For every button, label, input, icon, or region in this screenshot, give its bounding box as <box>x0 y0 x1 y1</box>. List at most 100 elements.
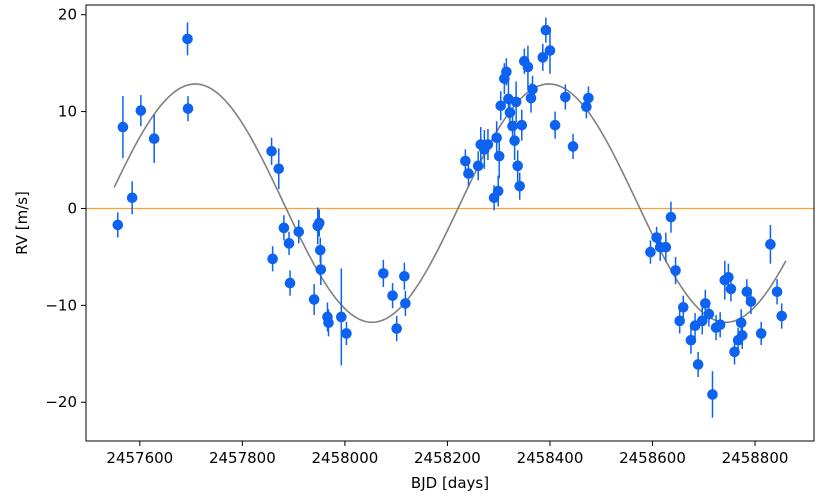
data-point <box>148 114 160 163</box>
point-marker <box>537 52 549 63</box>
data-point <box>583 86 594 110</box>
point-marker <box>378 268 389 279</box>
data-points-layer <box>112 17 788 418</box>
point-marker <box>463 168 474 179</box>
data-point <box>703 301 715 327</box>
data-point <box>544 27 556 74</box>
data-point <box>522 45 534 89</box>
point-marker <box>313 217 325 229</box>
point-marker <box>284 277 296 289</box>
point-marker <box>645 246 656 258</box>
data-point <box>266 137 277 165</box>
data-point <box>284 270 296 296</box>
data-point <box>714 312 726 338</box>
data-point <box>685 326 697 354</box>
data-point <box>492 175 504 207</box>
data-point <box>482 129 494 161</box>
data-point <box>645 240 656 264</box>
point-marker <box>765 239 776 250</box>
data-point <box>315 254 327 286</box>
point-marker <box>567 141 579 152</box>
x-tick-label: 2458600 <box>619 449 686 467</box>
data-point <box>293 220 305 244</box>
data-point <box>378 259 389 287</box>
y-tick-label: −20 <box>45 393 77 411</box>
data-point <box>510 81 522 123</box>
plot-frame <box>85 4 815 442</box>
data-point <box>527 75 538 103</box>
x-tick-label: 2458000 <box>311 449 378 467</box>
model-curve-layer <box>113 83 787 324</box>
point-marker <box>308 294 320 305</box>
point-marker <box>182 33 193 45</box>
data-point <box>707 371 718 418</box>
data-point <box>493 133 505 179</box>
data-point <box>336 268 347 366</box>
x-tick-label: 2458800 <box>722 449 789 467</box>
point-marker <box>725 283 737 295</box>
point-marker <box>266 146 277 157</box>
point-marker <box>117 121 129 133</box>
point-marker <box>660 241 672 253</box>
x-tick-label: 2457600 <box>106 449 173 467</box>
data-point <box>745 288 757 315</box>
point-marker <box>540 24 552 36</box>
point-marker <box>651 232 662 243</box>
y-tick-label: 10 <box>58 103 77 121</box>
data-point <box>182 22 193 56</box>
point-marker <box>714 319 726 331</box>
point-marker <box>400 298 411 309</box>
point-marker <box>391 323 402 334</box>
y-tick-label: −10 <box>45 296 77 314</box>
point-marker <box>525 92 537 104</box>
point-marker <box>696 315 708 327</box>
data-point <box>665 201 677 233</box>
data-point <box>278 215 290 241</box>
data-point <box>501 58 512 86</box>
data-point <box>509 121 520 161</box>
point-marker <box>126 192 138 204</box>
y-axis-label: RV [m/s] <box>13 191 31 255</box>
data-point <box>400 290 411 317</box>
data-point <box>387 283 398 309</box>
point-marker <box>267 253 278 265</box>
point-marker <box>745 296 757 307</box>
point-marker <box>399 270 410 282</box>
point-marker <box>522 61 534 73</box>
data-point <box>308 284 320 316</box>
point-marker <box>771 286 783 298</box>
point-marker <box>273 163 285 175</box>
data-point <box>273 148 285 190</box>
point-marker <box>493 150 505 162</box>
point-marker <box>527 83 538 95</box>
data-point <box>512 150 523 182</box>
data-point <box>112 212 124 238</box>
point-marker <box>723 271 734 283</box>
data-point <box>495 91 507 121</box>
x-tick-label: 2458400 <box>517 449 584 467</box>
point-marker <box>283 238 295 249</box>
point-marker <box>293 226 305 238</box>
point-marker <box>278 222 290 234</box>
point-marker <box>736 330 748 341</box>
x-tick-label: 2457800 <box>209 449 276 467</box>
point-marker <box>336 311 347 323</box>
point-marker <box>583 92 594 104</box>
point-marker <box>510 96 522 108</box>
data-point <box>540 17 552 43</box>
data-point <box>323 309 334 337</box>
data-point <box>391 316 402 342</box>
data-point <box>399 262 410 290</box>
point-marker <box>492 185 504 197</box>
point-marker <box>549 119 561 131</box>
data-point <box>674 308 685 334</box>
data-point <box>696 307 708 335</box>
data-point <box>549 111 561 139</box>
data-point <box>126 181 138 215</box>
data-point <box>537 43 549 71</box>
point-marker <box>560 91 571 103</box>
point-marker <box>735 317 747 329</box>
point-marker <box>507 120 518 132</box>
point-marker <box>509 135 520 146</box>
